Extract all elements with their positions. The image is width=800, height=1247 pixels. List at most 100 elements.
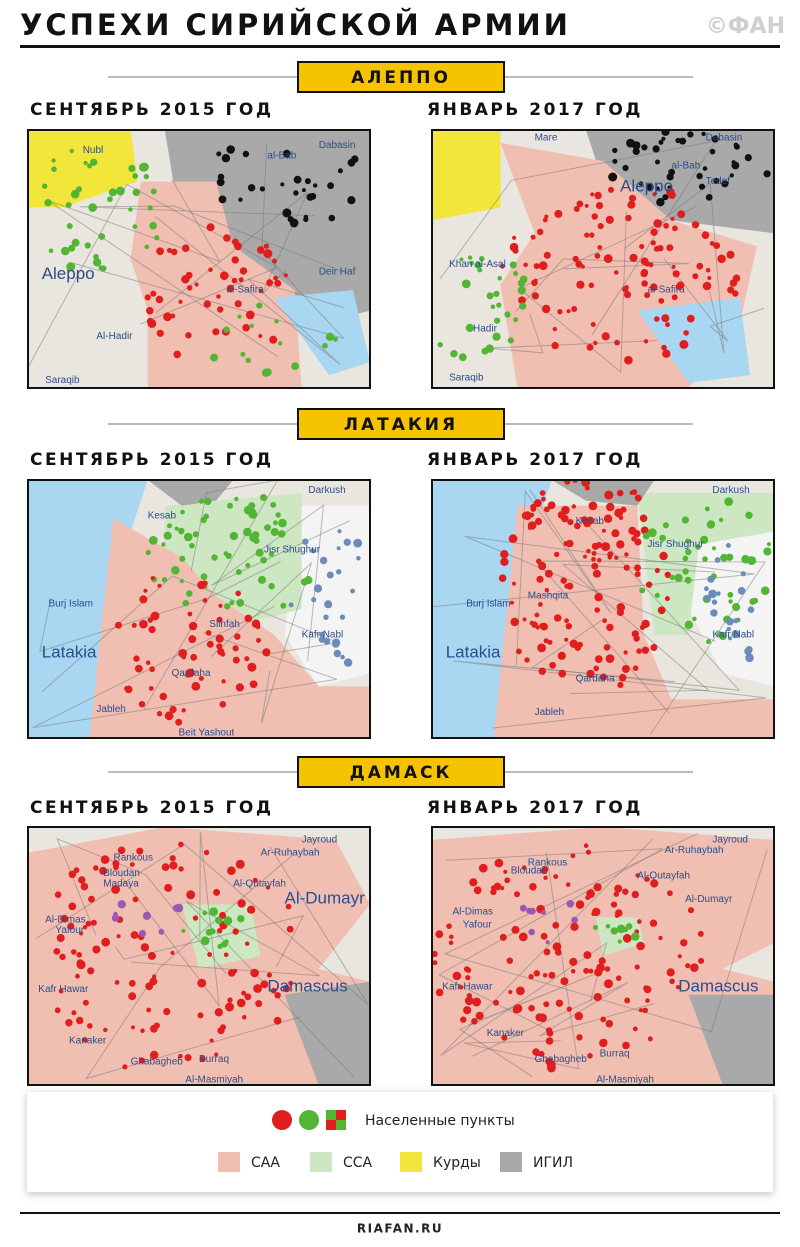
settlement bbox=[101, 937, 111, 947]
settlement bbox=[337, 168, 343, 174]
section-title: ДАМАСК bbox=[350, 763, 453, 783]
settlement bbox=[71, 1010, 77, 1016]
settlement bbox=[112, 860, 120, 867]
place-label: Yafour bbox=[463, 920, 492, 931]
settlement bbox=[255, 548, 264, 557]
place-label: Kafr Nabl bbox=[302, 629, 344, 640]
settlement bbox=[612, 147, 618, 154]
settlement bbox=[524, 657, 530, 663]
settlement bbox=[544, 587, 549, 593]
territory bbox=[493, 505, 774, 738]
settlement bbox=[728, 599, 733, 604]
road bbox=[28, 183, 279, 368]
settlement bbox=[200, 936, 210, 946]
settlement bbox=[566, 900, 575, 908]
section-title: АЛЕППО bbox=[351, 68, 451, 88]
settlement bbox=[560, 577, 567, 584]
settlement bbox=[586, 516, 595, 525]
settlement bbox=[157, 583, 162, 588]
settlement bbox=[584, 203, 589, 208]
settlement bbox=[266, 885, 270, 890]
settlement bbox=[303, 216, 309, 223]
settlement bbox=[185, 332, 192, 339]
settlement bbox=[459, 257, 464, 262]
settlement bbox=[270, 501, 277, 508]
settlement bbox=[590, 192, 595, 197]
settlement bbox=[117, 846, 126, 855]
settlement bbox=[224, 603, 231, 610]
map: Darkush Kesab Jisr Shughur Burj Islam Lataki… bbox=[28, 480, 370, 738]
settlement bbox=[220, 271, 229, 281]
settlement bbox=[79, 931, 84, 936]
settlement bbox=[687, 907, 695, 914]
settlement bbox=[690, 963, 699, 972]
settlement bbox=[324, 600, 333, 609]
place-label: Saraqib bbox=[449, 372, 484, 383]
settlement bbox=[601, 542, 611, 552]
place-label: Jableh bbox=[535, 707, 564, 718]
settlement bbox=[591, 562, 599, 570]
settlement bbox=[216, 616, 223, 623]
settlement bbox=[66, 262, 76, 272]
settlement bbox=[163, 531, 172, 540]
settlement bbox=[594, 607, 600, 613]
settlement bbox=[583, 554, 587, 559]
settlement bbox=[622, 1041, 630, 1050]
settlement bbox=[532, 1048, 540, 1056]
settlement bbox=[545, 940, 550, 945]
settlement bbox=[478, 863, 488, 873]
settlement bbox=[70, 189, 80, 199]
settlement bbox=[593, 665, 599, 672]
settlement bbox=[516, 648, 522, 655]
settlement bbox=[698, 957, 705, 964]
settlement bbox=[552, 942, 562, 952]
settlement bbox=[732, 274, 741, 282]
settlement bbox=[654, 592, 660, 598]
period-label: СЕНТЯБРЬ 2015 ГОД bbox=[30, 798, 273, 818]
settlement bbox=[277, 530, 286, 538]
settlement bbox=[248, 502, 256, 510]
settlement bbox=[184, 1054, 192, 1062]
settlement bbox=[586, 889, 595, 899]
settlement bbox=[178, 1053, 183, 1059]
settlement bbox=[713, 177, 720, 184]
settlement bbox=[611, 529, 620, 538]
legend-label: Курды bbox=[433, 1155, 481, 1171]
settlement bbox=[614, 555, 619, 560]
settlement bbox=[729, 173, 734, 178]
settlement bbox=[244, 614, 253, 623]
settlement bbox=[680, 939, 688, 947]
settlement bbox=[302, 538, 309, 545]
settlement bbox=[504, 311, 511, 318]
settlement bbox=[164, 711, 174, 721]
settlement bbox=[626, 923, 633, 930]
settlement bbox=[564, 583, 570, 589]
place-label: Hadir bbox=[473, 323, 498, 334]
settlement bbox=[667, 890, 673, 897]
settlement bbox=[76, 952, 82, 958]
settlement bbox=[147, 951, 156, 960]
settlement bbox=[155, 295, 164, 304]
settlement bbox=[286, 925, 294, 933]
settlement bbox=[98, 233, 106, 240]
settlement bbox=[485, 344, 494, 353]
settlement bbox=[639, 624, 646, 631]
settlement bbox=[608, 186, 614, 193]
settlement bbox=[147, 617, 153, 623]
settlement bbox=[593, 993, 602, 1002]
settlement bbox=[631, 536, 637, 542]
logo: ©ФАН bbox=[706, 14, 785, 39]
settlement bbox=[504, 877, 511, 884]
settlement bbox=[544, 506, 550, 513]
settlement bbox=[650, 283, 656, 288]
settlement bbox=[622, 888, 629, 895]
settlement bbox=[510, 617, 519, 627]
territory bbox=[147, 480, 234, 506]
settlement bbox=[237, 915, 245, 923]
settlement bbox=[237, 314, 242, 319]
settlement bbox=[580, 516, 589, 524]
settlement bbox=[192, 915, 199, 921]
settlement bbox=[649, 919, 658, 927]
settlement bbox=[282, 984, 291, 993]
place-label: Ar-Ruhaybah bbox=[665, 845, 724, 856]
